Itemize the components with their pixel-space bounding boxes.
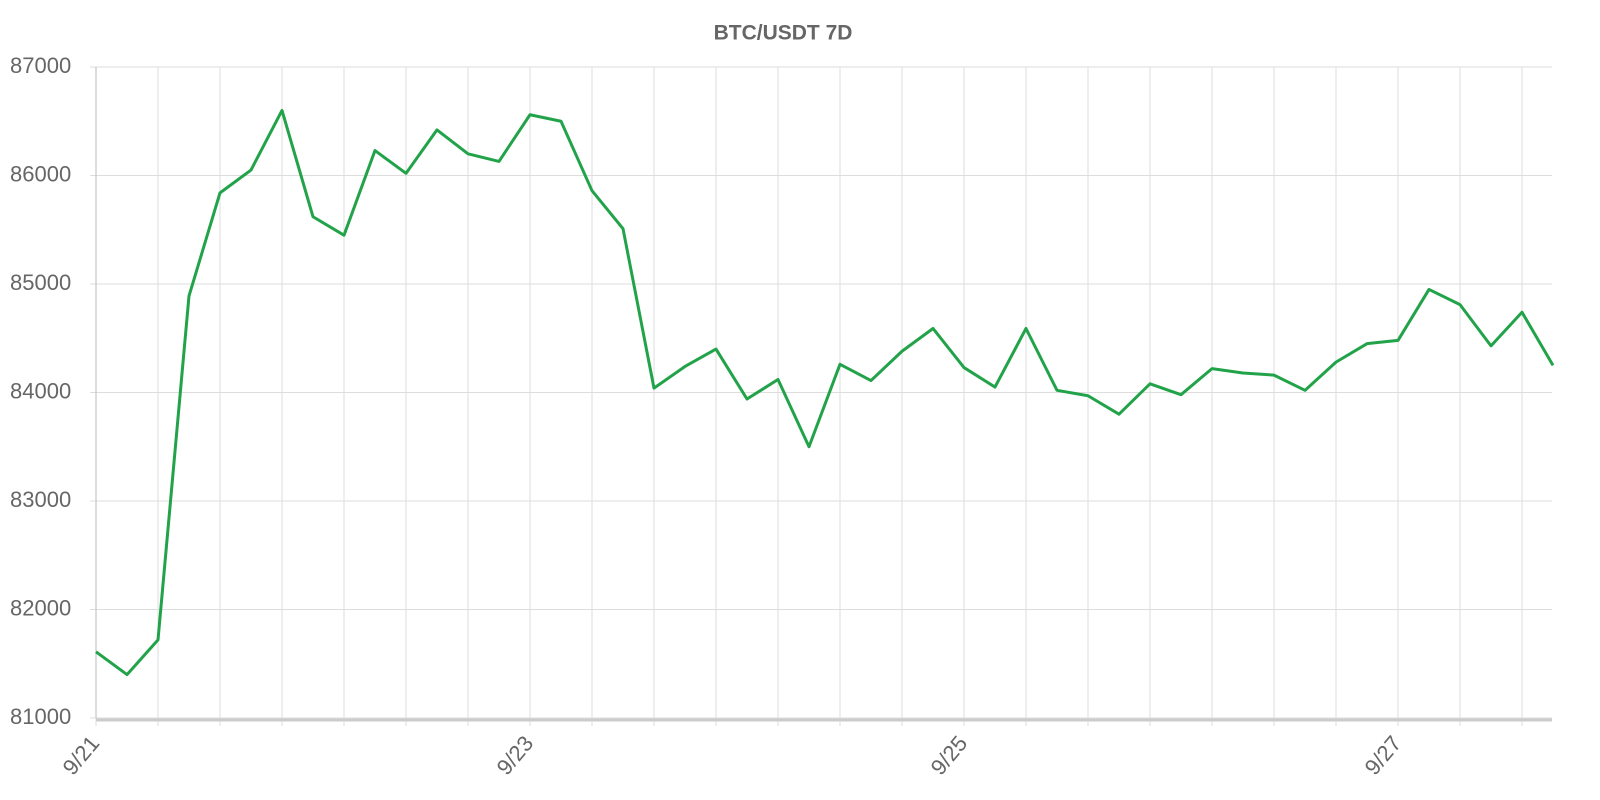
x-tick-label: 9/21 xyxy=(58,731,105,780)
chart-title: BTC/USDT 7D xyxy=(714,22,853,45)
x-tick-label: 9/23 xyxy=(492,731,539,780)
x-tick-label: 9/25 xyxy=(926,731,973,780)
y-tick-label: 84000 xyxy=(10,378,71,403)
x-tick-label: 9/27 xyxy=(1360,731,1407,780)
y-tick-label: 87000 xyxy=(10,53,71,78)
line-series xyxy=(95,108,1555,677)
y-tick-label: 86000 xyxy=(10,161,71,186)
y-tick-label: 85000 xyxy=(10,270,71,295)
y-tick-label: 82000 xyxy=(10,595,71,620)
y-tick-label: 83000 xyxy=(10,487,71,512)
y-tick-label: 81000 xyxy=(10,704,71,729)
